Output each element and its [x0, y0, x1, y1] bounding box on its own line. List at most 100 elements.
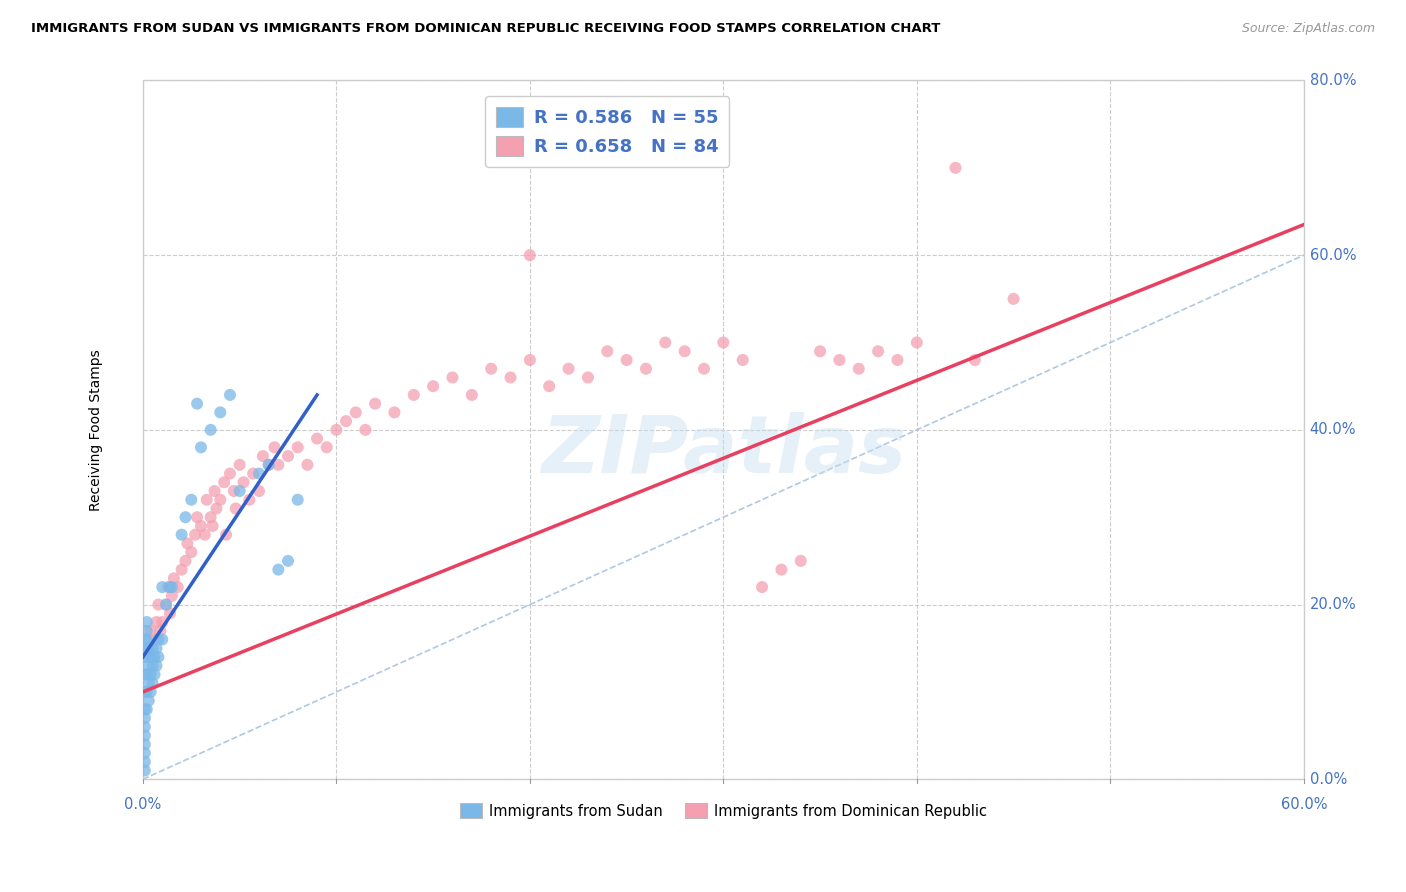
- Text: 60.0%: 60.0%: [1281, 797, 1327, 812]
- Point: [157, 580, 180, 594]
- Point: [252, 449, 274, 463]
- Text: IMMIGRANTS FROM SUDAN VS IMMIGRANTS FROM DOMINICAN REPUBLIC RECEIVING FOOD STAMP: IMMIGRANTS FROM SUDAN VS IMMIGRANTS FROM…: [31, 22, 941, 36]
- Point: [201, 519, 224, 533]
- Point: [257, 458, 280, 472]
- Point: [143, 650, 166, 665]
- Point: [134, 755, 156, 769]
- Point: [134, 720, 156, 734]
- Point: [461, 388, 484, 402]
- Point: [145, 641, 167, 656]
- Point: [263, 441, 285, 455]
- Point: [170, 563, 193, 577]
- Point: [142, 650, 165, 665]
- Point: [138, 676, 160, 690]
- Point: [808, 344, 831, 359]
- Point: [134, 702, 156, 716]
- Point: [134, 729, 156, 743]
- Point: [139, 624, 162, 638]
- Text: 80.0%: 80.0%: [1309, 73, 1355, 88]
- Point: [335, 414, 357, 428]
- Point: [519, 248, 541, 262]
- Point: [499, 370, 522, 384]
- Point: [134, 641, 156, 656]
- Point: [576, 370, 599, 384]
- Point: [228, 458, 250, 472]
- Point: [184, 527, 207, 541]
- Point: [170, 527, 193, 541]
- Point: [145, 658, 167, 673]
- Point: [868, 344, 890, 359]
- Point: [138, 641, 160, 656]
- Point: [155, 598, 177, 612]
- Point: [315, 441, 337, 455]
- Point: [200, 510, 222, 524]
- Text: 0.0%: 0.0%: [124, 797, 162, 812]
- Point: [134, 737, 156, 751]
- Point: [219, 388, 242, 402]
- Point: [142, 676, 165, 690]
- Point: [479, 361, 502, 376]
- Point: [186, 510, 208, 524]
- Point: [145, 615, 167, 629]
- Point: [242, 467, 264, 481]
- Point: [538, 379, 561, 393]
- Point: [267, 458, 290, 472]
- Point: [135, 632, 157, 647]
- Point: [945, 161, 967, 175]
- Point: [134, 650, 156, 665]
- Text: Source: ZipAtlas.com: Source: ZipAtlas.com: [1241, 22, 1375, 36]
- Point: [142, 658, 165, 673]
- Text: ZIPatlas: ZIPatlas: [541, 412, 905, 490]
- Point: [135, 685, 157, 699]
- Point: [148, 632, 170, 647]
- Point: [180, 492, 202, 507]
- Point: [209, 492, 232, 507]
- Point: [190, 519, 212, 533]
- Point: [963, 353, 986, 368]
- Point: [209, 405, 232, 419]
- Point: [135, 650, 157, 665]
- Point: [205, 501, 228, 516]
- Point: [225, 501, 247, 516]
- Point: [142, 641, 165, 656]
- Point: [770, 563, 793, 577]
- Point: [751, 580, 773, 594]
- Point: [134, 632, 156, 647]
- Point: [135, 615, 157, 629]
- Point: [238, 492, 260, 507]
- Point: [134, 711, 156, 725]
- Point: [135, 624, 157, 638]
- Point: [212, 475, 235, 490]
- Point: [134, 764, 156, 778]
- Point: [247, 467, 270, 481]
- Point: [232, 475, 254, 490]
- Point: [267, 563, 290, 577]
- Point: [228, 483, 250, 498]
- Point: [174, 510, 197, 524]
- Point: [138, 693, 160, 707]
- Point: [159, 607, 181, 621]
- Point: [848, 361, 870, 376]
- Point: [886, 353, 908, 368]
- Point: [176, 536, 198, 550]
- Point: [195, 492, 218, 507]
- Point: [150, 632, 173, 647]
- Point: [149, 624, 172, 638]
- Point: [325, 423, 347, 437]
- Point: [163, 571, 186, 585]
- Point: [673, 344, 696, 359]
- Point: [1002, 292, 1025, 306]
- Point: [790, 554, 813, 568]
- Point: [160, 580, 183, 594]
- Point: [155, 598, 177, 612]
- Point: [402, 388, 425, 402]
- Point: [305, 432, 328, 446]
- Point: [180, 545, 202, 559]
- Point: [257, 458, 280, 472]
- Point: [138, 658, 160, 673]
- Point: [828, 353, 851, 368]
- Point: [287, 441, 309, 455]
- Point: [616, 353, 638, 368]
- Point: [143, 632, 166, 647]
- Point: [905, 335, 928, 350]
